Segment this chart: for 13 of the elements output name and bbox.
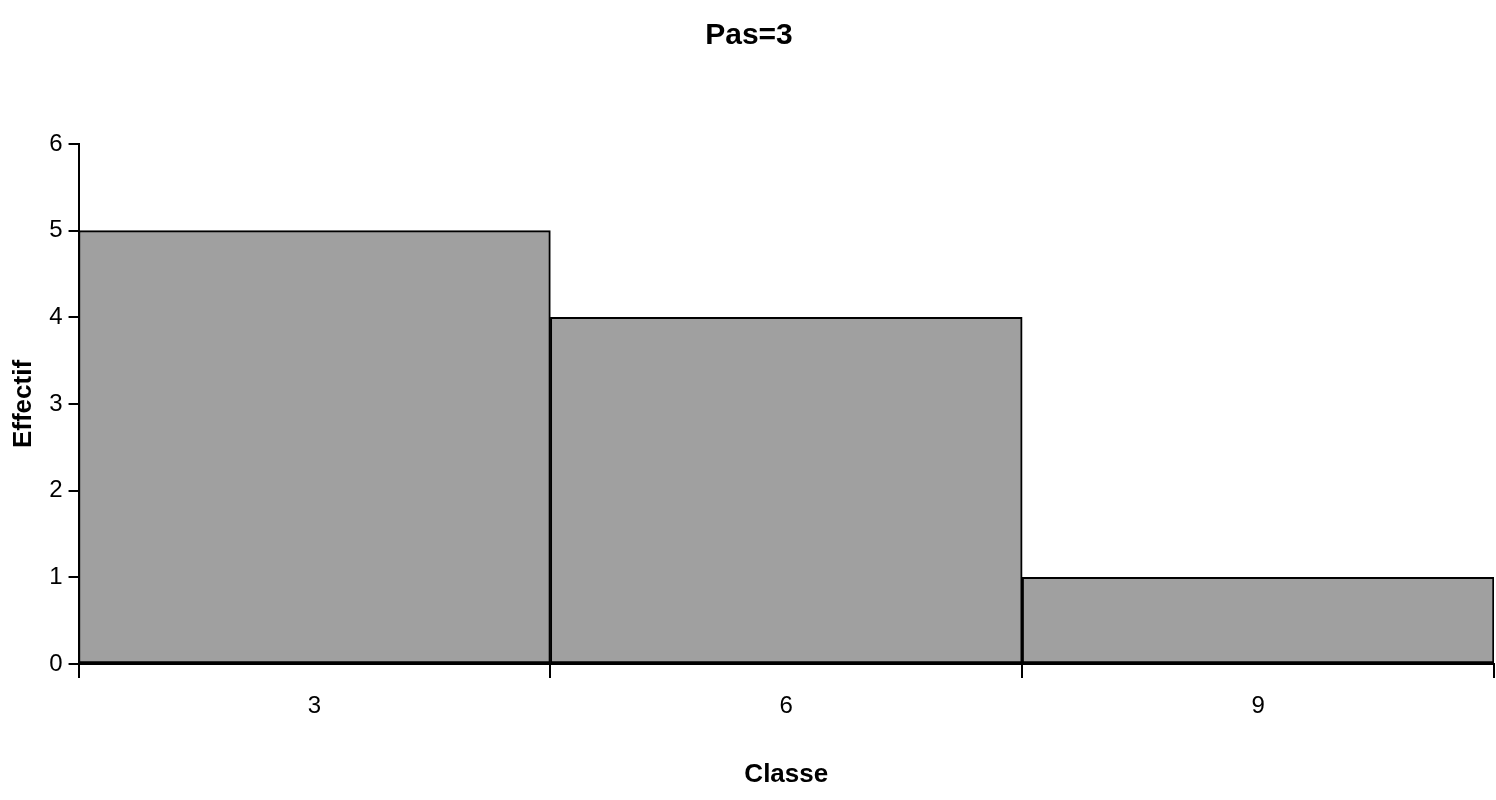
x-tick-label: 6 (779, 691, 793, 719)
x-axis-title: Classe (744, 757, 829, 788)
x-tick-label: 3 (307, 691, 322, 719)
y-axis-title: Effectif (6, 359, 37, 449)
y-tick-label: 6 (49, 128, 63, 156)
y-tick-label: 3 (49, 388, 63, 416)
chart-title: Pas=3 (705, 17, 793, 51)
y-tick-label: 1 (49, 561, 63, 589)
y-tick-label: 2 (49, 475, 63, 503)
y-tick-label: 4 (49, 301, 63, 329)
y-tick-label: 5 (49, 215, 63, 243)
x-tick-label: 9 (1251, 691, 1265, 719)
y-tick-label: 0 (49, 648, 63, 676)
